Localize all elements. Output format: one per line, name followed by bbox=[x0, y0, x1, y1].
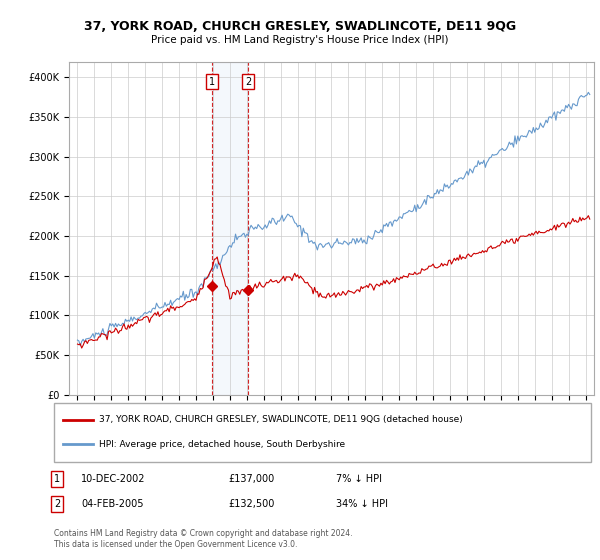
Bar bbox=[212, 62, 248, 395]
Text: 34% ↓ HPI: 34% ↓ HPI bbox=[336, 499, 388, 509]
Text: 1: 1 bbox=[209, 77, 215, 87]
Text: 7% ↓ HPI: 7% ↓ HPI bbox=[336, 474, 382, 484]
Text: Price paid vs. HM Land Registry's House Price Index (HPI): Price paid vs. HM Land Registry's House … bbox=[151, 35, 449, 45]
Text: 2: 2 bbox=[54, 499, 60, 509]
Text: 37, YORK ROAD, CHURCH GRESLEY, SWADLINCOTE, DE11 9QG: 37, YORK ROAD, CHURCH GRESLEY, SWADLINCO… bbox=[84, 20, 516, 32]
Text: 04-FEB-2005: 04-FEB-2005 bbox=[81, 499, 143, 509]
Text: Contains HM Land Registry data © Crown copyright and database right 2024.
This d: Contains HM Land Registry data © Crown c… bbox=[54, 529, 353, 549]
Text: 1: 1 bbox=[54, 474, 60, 484]
Text: 10-DEC-2002: 10-DEC-2002 bbox=[81, 474, 146, 484]
Text: 2: 2 bbox=[245, 77, 251, 87]
Text: HPI: Average price, detached house, South Derbyshire: HPI: Average price, detached house, Sout… bbox=[99, 440, 345, 449]
Text: £132,500: £132,500 bbox=[228, 499, 274, 509]
Text: 37, YORK ROAD, CHURCH GRESLEY, SWADLINCOTE, DE11 9QG (detached house): 37, YORK ROAD, CHURCH GRESLEY, SWADLINCO… bbox=[99, 415, 463, 424]
Text: £137,000: £137,000 bbox=[228, 474, 274, 484]
